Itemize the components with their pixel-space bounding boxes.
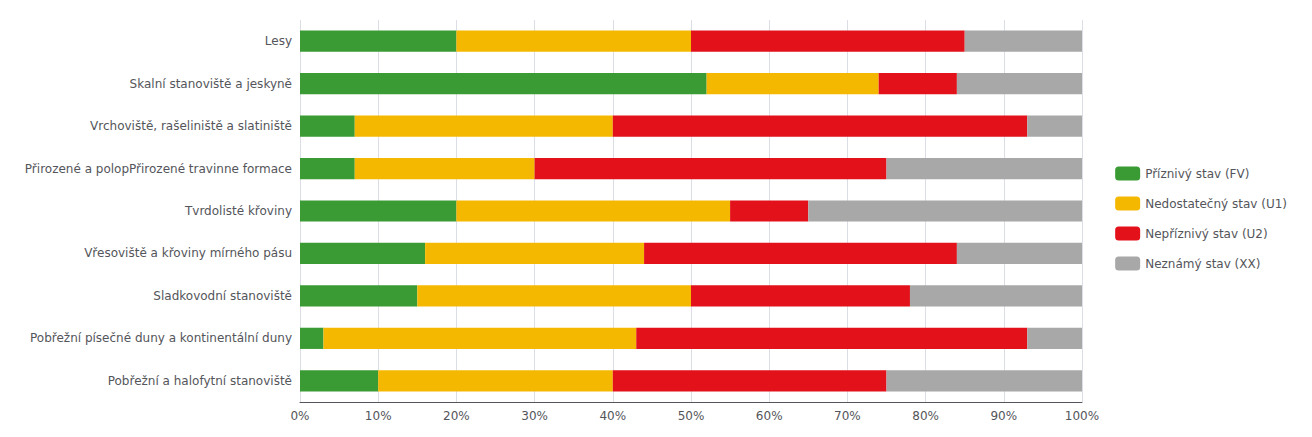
- svg-text:Vrchoviště, rašeliniště a slat: Vrchoviště, rašeliniště a slatiniště: [90, 119, 292, 133]
- svg-text:80%: 80%: [912, 409, 939, 423]
- svg-text:Lesy: Lesy: [265, 34, 292, 48]
- svg-text:Pobřežní a halofytní stanovišt: Pobřežní a halofytní stanoviště: [108, 374, 292, 388]
- svg-text:90%: 90%: [990, 409, 1017, 423]
- svg-text:Nedostatečný stav (U1): Nedostatečný stav (U1): [1145, 197, 1287, 211]
- svg-text:60%: 60%: [756, 409, 783, 423]
- svg-text:Příznivý stav (FV): Příznivý stav (FV): [1145, 167, 1249, 181]
- svg-text:30%: 30%: [521, 409, 548, 423]
- svg-text:Vřesoviště a křoviny mírného p: Vřesoviště a křoviny mírného pásu: [84, 246, 292, 260]
- svg-text:Sladkovodní stanoviště: Sladkovodní stanoviště: [153, 289, 292, 303]
- svg-text:Skalní stanoviště a jeskyně: Skalní stanoviště a jeskyně: [130, 77, 292, 91]
- svg-text:Neznámý stav (XX): Neznámý stav (XX): [1145, 257, 1260, 271]
- svg-text:100%: 100%: [1065, 409, 1099, 423]
- svg-text:Pobřežní písečné duny a kontin: Pobřežní písečné duny a kontinentální du…: [30, 331, 292, 345]
- svg-text:50%: 50%: [678, 409, 705, 423]
- svg-text:0%: 0%: [290, 409, 309, 423]
- svg-text:Tvrdolisté křoviny: Tvrdolisté křoviny: [184, 204, 292, 218]
- svg-text:Přirozené a polopPřirozené tra: Přirozené a polopPřirozené travinne form…: [25, 162, 292, 176]
- svg-text:Nepříznivý stav (U2): Nepříznivý stav (U2): [1145, 227, 1268, 241]
- svg-text:10%: 10%: [365, 409, 392, 423]
- svg-text:70%: 70%: [834, 409, 861, 423]
- svg-text:40%: 40%: [599, 409, 626, 423]
- svg-text:20%: 20%: [443, 409, 470, 423]
